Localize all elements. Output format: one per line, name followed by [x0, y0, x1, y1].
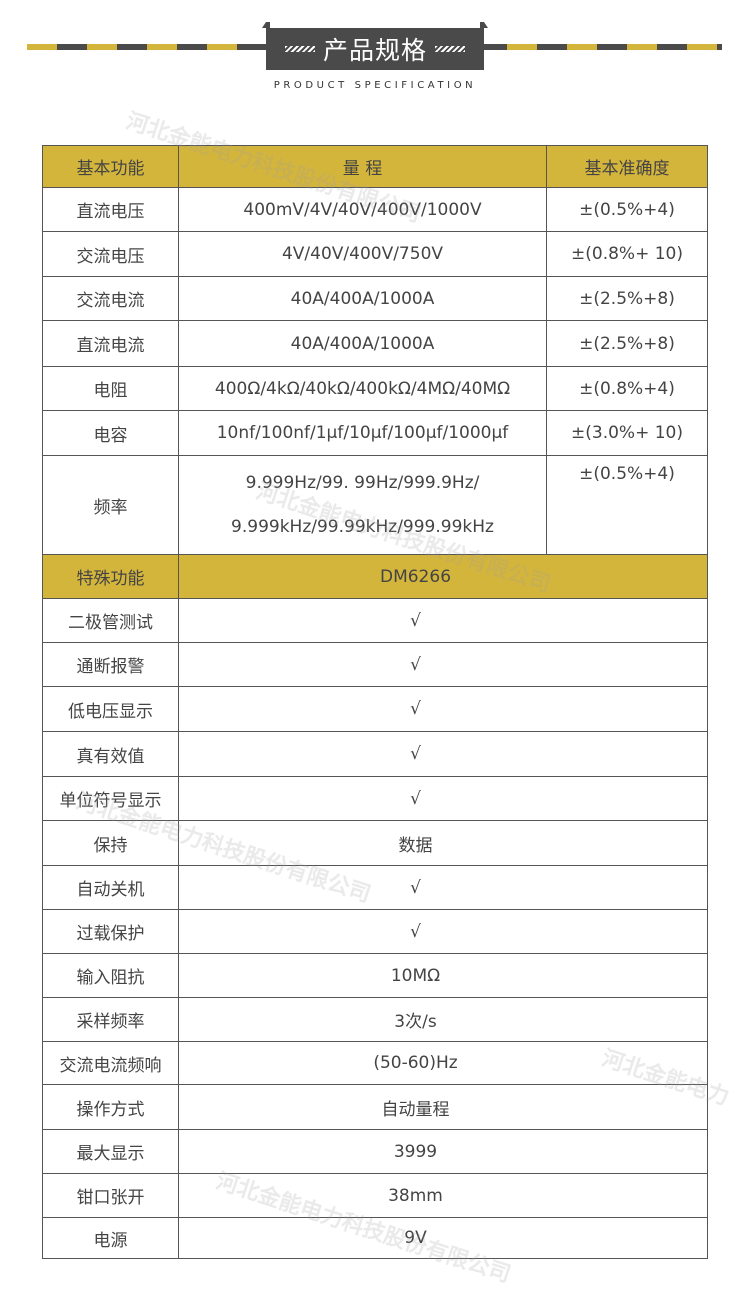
value-cell: 3999 [178, 1129, 708, 1174]
function-cell: 采样频率 [42, 997, 179, 1042]
function-cell: 交流电流 [42, 276, 179, 321]
table-row: 低电压显示 √ [42, 686, 708, 732]
value-cell: √ [178, 776, 708, 821]
table-row: 交流电流 40A/400A/1000A ±(2.5%+8) [42, 276, 708, 321]
table-row: 保持 数据 [42, 820, 708, 866]
value-cell: √ [178, 909, 708, 954]
value-cell: 38mm [178, 1173, 708, 1218]
value-cell: (50-60)Hz [178, 1041, 708, 1085]
range-cell: 400mV/4V/40V/400V/1000V [178, 187, 547, 232]
value-cell: √ [178, 865, 708, 910]
accuracy-cell: ±(2.5%+8) [546, 320, 708, 367]
page-subtitle: PRODUCT SPECIFICATION [273, 80, 477, 91]
value-cell: 9V [178, 1217, 708, 1259]
table-row: 输入阻抗 10MΩ [42, 953, 708, 998]
function-cell: 电容 [42, 410, 179, 456]
special-header-row: 特殊功能 DM6266 [42, 554, 708, 599]
range-cell: 10nf/100nf/1μf/10μf/100μf/1000μf [178, 410, 547, 456]
model-header: DM6266 [178, 554, 708, 599]
value-cell: 3次/s [178, 997, 708, 1042]
function-cell: 电阻 [42, 366, 179, 411]
special-function-header: 特殊功能 [42, 554, 179, 599]
table-row: 过载保护 √ [42, 909, 708, 954]
function-cell: 单位符号显示 [42, 776, 179, 821]
spec-table: 基本功能量 程基本准确度 直流电压 400mV/4V/40V/400V/1000V ±… [42, 145, 708, 1259]
table-row: 钳口张开 38mm [42, 1173, 708, 1218]
table-header-row: 基本功能量 程基本准确度 [42, 145, 708, 188]
accuracy-header: 基本准确度 [546, 145, 708, 188]
range-cell: 40A/400A/1000A [178, 320, 547, 367]
table-row-frequency: 频率 9.999Hz/99. 99Hz/999.9Hz/9.999kHz/99.9… [42, 455, 708, 555]
table-row: 通断报警 √ [42, 642, 708, 687]
page-title: 产品规格 [322, 36, 427, 65]
range-cell: 40A/400A/1000A [178, 276, 547, 321]
value-cell: √ [178, 642, 708, 687]
range-header: 量 程 [178, 145, 547, 188]
function-cell: 最大显示 [42, 1129, 179, 1174]
function-cell: 真有效值 [42, 731, 179, 777]
range-line: 9.999Hz/99. 99Hz/999.9Hz/ [245, 473, 480, 493]
value-cell: 数据 [178, 820, 708, 866]
table-row: 操作方式 自动量程 [42, 1084, 708, 1130]
function-cell: 二极管测试 [42, 598, 179, 643]
accuracy-cell: ±(2.5%+8) [546, 276, 708, 321]
function-cell: 通断报警 [42, 642, 179, 687]
table-row: 交流电流频响 (50-60)Hz [42, 1041, 708, 1085]
accuracy-cell: ±(0.8%+ 10) [546, 231, 708, 277]
range-cell: 400Ω/4kΩ/40kΩ/400kΩ/4MΩ/40MΩ [178, 366, 547, 411]
table-row: 直流电流 40A/400A/1000A ±(2.5%+8) [42, 320, 708, 367]
table-row: 直流电压 400mV/4V/40V/400V/1000V ±(0.5%+4) [42, 187, 708, 232]
function-header: 基本功能 [42, 145, 179, 188]
function-cell: 直流电压 [42, 187, 179, 232]
function-cell: 交流电流频响 [42, 1041, 179, 1085]
function-cell: 电源 [42, 1217, 179, 1259]
accuracy-cell: ±(0.8%+4) [546, 366, 708, 411]
table-row: 自动关机 √ [42, 865, 708, 910]
function-cell: 频率 [42, 455, 179, 555]
value-cell: √ [178, 731, 708, 777]
range-cell: 9.999Hz/99. 99Hz/999.9Hz/9.999kHz/99.99k… [178, 455, 547, 555]
table-row: 电阻 400Ω/4kΩ/40kΩ/400kΩ/4MΩ/40MΩ ±(0.8%+4) [42, 366, 708, 411]
function-cell: 输入阻抗 [42, 953, 179, 998]
function-cell: 保持 [42, 820, 179, 866]
accuracy-cell: ±(0.5%+4) [546, 187, 708, 232]
function-cell: 过载保护 [42, 909, 179, 954]
table-row: 电源 9V [42, 1217, 708, 1259]
accuracy-cell: ±(0.5%+4) [546, 455, 708, 555]
function-cell: 钳口张开 [42, 1173, 179, 1218]
function-cell: 直流电流 [42, 320, 179, 367]
value-cell: √ [178, 598, 708, 643]
hatch-decoration [435, 46, 465, 52]
function-cell: 操作方式 [42, 1084, 179, 1130]
accuracy-cell: ±(3.0%+ 10) [546, 410, 708, 456]
table-row: 单位符号显示 √ [42, 776, 708, 821]
section-title-banner: 产品规格 [262, 22, 488, 70]
range-line: 9.999kHz/99.99kHz/999.99kHz [231, 517, 494, 537]
function-cell: 自动关机 [42, 865, 179, 910]
table-row: 真有效值 √ [42, 731, 708, 777]
table-row: 采样频率 3次/s [42, 997, 708, 1042]
value-cell: 自动量程 [178, 1084, 708, 1130]
value-cell: √ [178, 686, 708, 732]
function-cell: 交流电压 [42, 231, 179, 277]
range-cell: 4V/40V/400V/750V [178, 231, 547, 277]
hatch-decoration [284, 46, 315, 52]
table-row: 最大显示 3999 [42, 1129, 708, 1174]
function-cell: 低电压显示 [42, 686, 179, 732]
table-row: 电容 10nf/100nf/1μf/10μf/100μf/1000μf ±(3.0%… [42, 410, 708, 456]
table-row: 二极管测试 √ [42, 598, 708, 643]
value-cell: 10MΩ [178, 953, 708, 998]
table-row: 交流电压 4V/40V/400V/750V ±(0.8%+ 10) [42, 231, 708, 277]
